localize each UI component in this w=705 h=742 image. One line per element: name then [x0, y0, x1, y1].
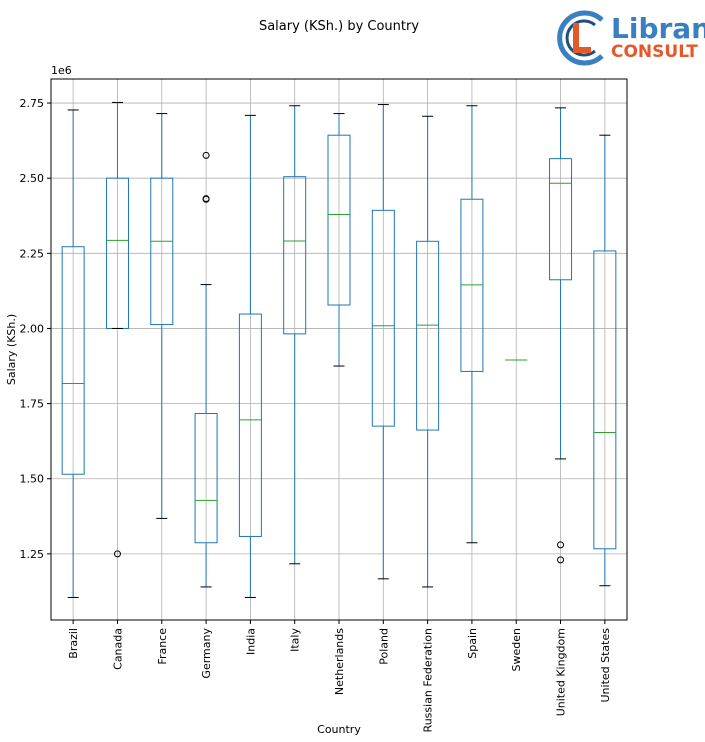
box-france: [150, 113, 174, 519]
box-canada: [105, 101, 129, 558]
x-tick-label: Spain: [466, 628, 479, 659]
x-tick-label: France: [156, 628, 169, 665]
x-tick-label: Russian Federation: [422, 628, 435, 732]
chart-title: Salary (KSh.) by Country: [258, 19, 420, 34]
x-tick-label: United States: [599, 628, 612, 703]
x-tick-label: India: [244, 628, 257, 655]
y-tick-label: 2.00: [20, 322, 45, 335]
box-iqr: [238, 313, 262, 537]
box-germany: [194, 151, 218, 588]
y-tick-label: 2.75: [20, 97, 45, 110]
x-tick-label: Brazil: [67, 628, 80, 659]
box-iqr: [593, 250, 617, 550]
logo-mark-icon: [557, 10, 604, 66]
y-tick-label: 1.75: [20, 398, 45, 411]
box-united-kingdom: [549, 107, 573, 564]
box-iqr: [283, 176, 307, 335]
box-iqr: [194, 413, 218, 544]
box-united-states: [593, 134, 617, 587]
box-netherlands: [327, 113, 351, 367]
box-italy: [283, 105, 307, 565]
box-poland: [371, 104, 395, 580]
brand-subname: CONSULT: [611, 42, 698, 62]
box-brazil: [61, 109, 85, 598]
box-india: [238, 114, 262, 598]
y-tick-label: 1.25: [20, 548, 45, 561]
x-tick-label: Netherlands: [333, 628, 346, 695]
outlier-point: [202, 151, 210, 159]
outlier-point: [113, 550, 121, 558]
y-tick-label: 2.25: [20, 247, 45, 260]
outlier-point: [557, 541, 565, 549]
box-iqr: [150, 177, 174, 326]
box-spain: [460, 105, 484, 544]
box-iqr: [61, 246, 85, 475]
y-axis-label: Salary (KSh.): [5, 314, 18, 385]
box-iqr: [549, 158, 573, 281]
y-tick-label: 2.50: [20, 172, 45, 185]
box-iqr: [416, 240, 440, 431]
box-russian-federation: [416, 115, 440, 588]
x-axis-label: Country: [317, 723, 361, 736]
y-multiplier-label: 1e6: [51, 64, 72, 77]
x-tick-label: Canada: [111, 628, 124, 670]
brand-name: Libran: [611, 12, 705, 45]
brand-logo: Libran CONSULT: [555, 8, 705, 68]
y-tick-label: 1.50: [20, 473, 45, 486]
x-tick-label: Sweden: [510, 628, 523, 671]
outlier-point: [557, 556, 565, 564]
box-iqr: [371, 209, 395, 427]
x-tick-label: Italy: [289, 628, 302, 652]
outlier-point: [202, 195, 210, 203]
x-tick-label: Germany: [200, 628, 213, 679]
boxes: [61, 101, 617, 598]
x-tick-label: Poland: [377, 628, 390, 665]
axis-ticks: 1.25 1.50 1.75 2.00 2.25 2.50 2.75 Brazil Canada…: [20, 97, 612, 732]
x-tick-label: United Kingdom: [555, 628, 568, 716]
box-iqr: [327, 134, 351, 306]
